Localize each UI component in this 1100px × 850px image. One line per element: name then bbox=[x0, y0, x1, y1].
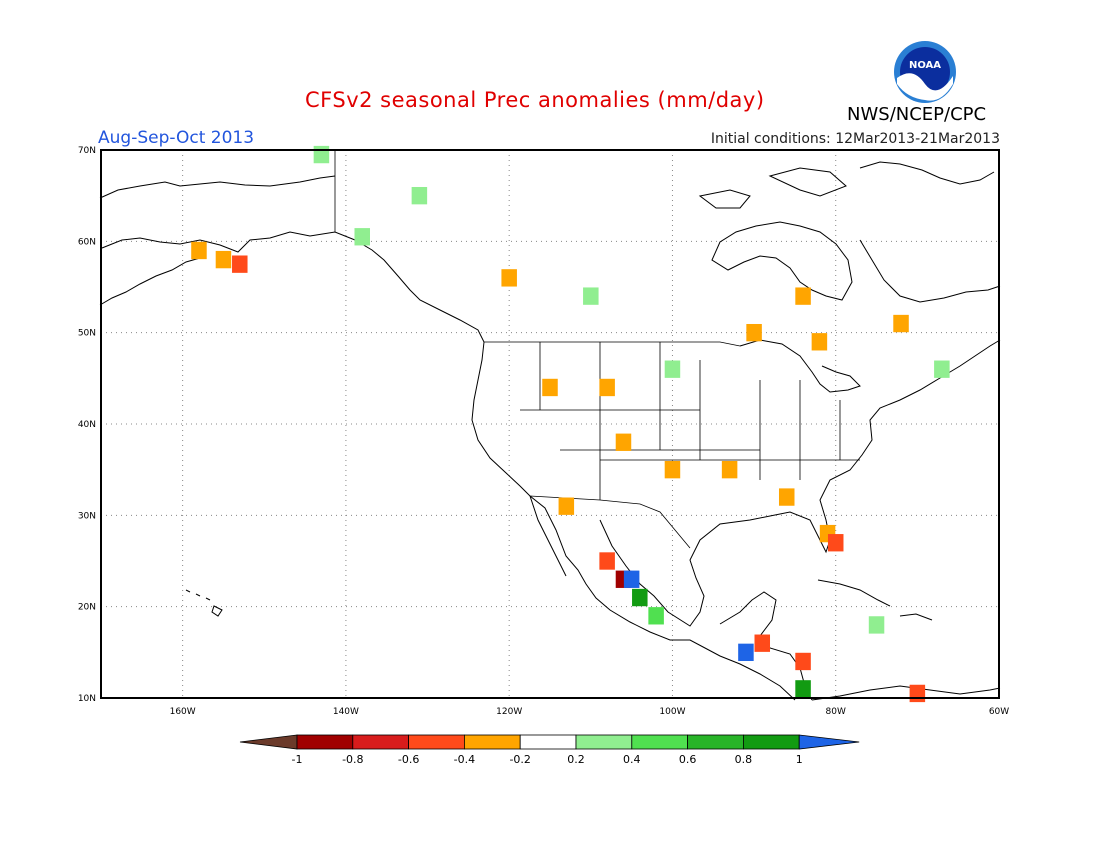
anomaly-cell bbox=[721, 460, 738, 479]
colorbar-segment bbox=[631, 734, 688, 750]
colorbar-segment bbox=[352, 734, 409, 750]
political-borders bbox=[334, 150, 860, 549]
lat-tick-label: 10N bbox=[78, 694, 96, 704]
anomaly-cell bbox=[909, 684, 926, 703]
anomaly-cell bbox=[827, 534, 844, 552]
great-lakes bbox=[739, 339, 861, 393]
anomaly-cell bbox=[868, 616, 885, 634]
anomaly-cell bbox=[623, 570, 640, 588]
lat-tick-label: 20N bbox=[78, 603, 96, 613]
colorbar-label: -0.4 bbox=[454, 753, 475, 766]
colorbar: -1 -0.8 -0.6 -0.4 -0.2 0.2 0.4 0.6 0.8 1 bbox=[239, 734, 860, 766]
coastline-hispaniola bbox=[899, 613, 933, 621]
colorbar-label: -1 bbox=[292, 753, 303, 766]
colorbar-label: -0.6 bbox=[398, 753, 419, 766]
us-state-lines bbox=[520, 342, 860, 500]
anomaly-cell bbox=[583, 287, 599, 305]
anomaly-cell bbox=[501, 269, 517, 287]
coastline-arctic-islands bbox=[859, 161, 995, 185]
anomaly-cell bbox=[738, 643, 754, 662]
coastline-baja bbox=[529, 495, 567, 577]
anomaly-cell bbox=[934, 360, 950, 378]
colorbar-label: 0.6 bbox=[679, 753, 697, 766]
coastline-alaska bbox=[99, 175, 336, 199]
coastline-cuba bbox=[817, 579, 891, 607]
axis-labels: 70N 60N 50N 40N 30N 20N 10N 160W 140W 120W 100W 80W… bbox=[78, 146, 1009, 717]
anomaly-cell bbox=[542, 378, 558, 397]
anomaly-cell bbox=[893, 314, 909, 333]
anomaly-cell bbox=[313, 145, 330, 164]
anomaly-cell bbox=[648, 607, 664, 625]
lat-tick-label: 50N bbox=[78, 329, 96, 339]
coastline-hawaii bbox=[185, 589, 223, 617]
coastline-pacific bbox=[471, 341, 796, 701]
coastline-arctic-2 bbox=[768, 167, 847, 197]
lon-tick-label: 160W bbox=[170, 707, 196, 717]
anomaly-cell bbox=[411, 186, 428, 205]
colorbar-label: 0.2 bbox=[567, 753, 585, 766]
coastline-arctic-3 bbox=[698, 189, 751, 209]
lat-tick-label: 60N bbox=[78, 237, 96, 247]
anomaly-cell bbox=[754, 634, 771, 652]
lon-tick-label: 80W bbox=[826, 707, 846, 717]
map-coastlines bbox=[99, 161, 1001, 701]
colorbar-segment bbox=[463, 734, 521, 750]
colorbar-label: -0.2 bbox=[509, 753, 530, 766]
colorbar-label: 0.4 bbox=[623, 753, 641, 766]
anomaly-cell bbox=[778, 488, 795, 506]
coastline-hudson-bay bbox=[711, 221, 853, 301]
anomaly-cell bbox=[191, 241, 207, 260]
colorbar-label: 1 bbox=[796, 753, 803, 766]
anomaly-cell bbox=[354, 228, 370, 246]
logo-text: NOAA bbox=[909, 60, 941, 71]
anomaly-cell bbox=[795, 680, 811, 698]
anomaly-cell bbox=[215, 250, 232, 269]
us-canada-border bbox=[484, 341, 741, 347]
lon-tick-label: 120W bbox=[496, 707, 522, 717]
anomaly-cell bbox=[599, 552, 615, 570]
anomaly-cell bbox=[599, 378, 615, 397]
anomaly-cell bbox=[746, 323, 762, 342]
coastline-aleutians bbox=[99, 257, 201, 306]
anomaly-cell bbox=[664, 360, 681, 378]
lat-tick-label: 70N bbox=[78, 146, 96, 156]
lon-tick-label: 140W bbox=[333, 707, 359, 717]
anomaly-cell bbox=[795, 287, 811, 305]
lat-tick-label: 30N bbox=[78, 511, 96, 521]
anomaly-cell bbox=[615, 433, 632, 451]
anomaly-cell bbox=[811, 333, 828, 351]
colorbar-segment bbox=[575, 734, 633, 750]
map-grid bbox=[101, 150, 999, 698]
anomaly-cell bbox=[558, 497, 575, 515]
map-frame bbox=[100, 149, 1000, 699]
colorbar-label: -0.8 bbox=[342, 753, 363, 766]
anomaly-cell bbox=[664, 460, 681, 479]
colorbar-arrow-right bbox=[798, 734, 860, 750]
colorbar-segment bbox=[743, 734, 800, 750]
anomaly-cells bbox=[191, 145, 950, 703]
colorbar-segment bbox=[408, 734, 465, 750]
colorbar-arrow-left bbox=[239, 734, 298, 750]
colorbar-label: 0.8 bbox=[735, 753, 753, 766]
noaa-logo: NOAA bbox=[893, 40, 957, 104]
noaa-logo-graphic: NOAA bbox=[894, 41, 956, 103]
colorbar-segment bbox=[296, 734, 354, 750]
map-title: CFSv2 seasonal Prec anomalies (mm/day) bbox=[305, 88, 765, 112]
anomaly-cell bbox=[632, 588, 648, 607]
colorbar-segment bbox=[687, 734, 744, 750]
colorbar-segment bbox=[519, 734, 577, 750]
coastline-yucatan bbox=[719, 591, 813, 701]
coastline-alaska-south bbox=[101, 231, 485, 343]
forecast-period: Aug-Sep-Oct 2013 bbox=[98, 128, 255, 148]
lon-tick-label: 100W bbox=[659, 707, 685, 717]
agency-label: NWS/NCEP/CPC bbox=[847, 104, 987, 125]
us-mexico-border bbox=[529, 495, 691, 549]
coastline-labrador bbox=[859, 239, 1001, 303]
initial-conditions: Initial conditions: 12Mar2013-21Mar2013 bbox=[710, 131, 1000, 147]
lon-tick-label: 60W bbox=[989, 707, 1009, 717]
anomaly-cell bbox=[232, 255, 248, 273]
lat-tick-label: 40N bbox=[78, 420, 96, 430]
anomaly-cell bbox=[795, 652, 811, 671]
